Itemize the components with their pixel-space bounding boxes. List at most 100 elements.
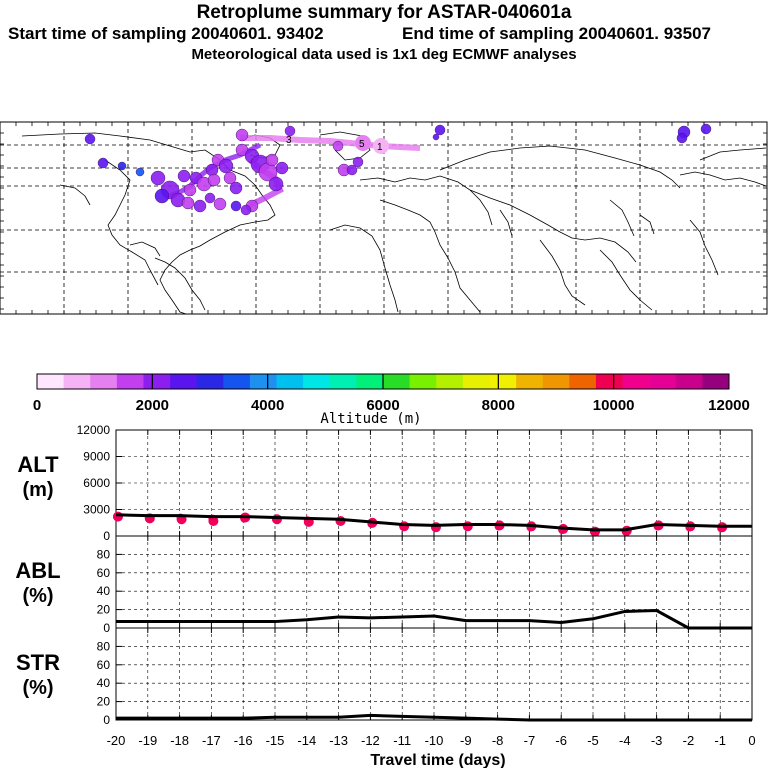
colorbar-tick-label: 8000 [482,397,515,414]
met-data-label: Meteorological data used is 1x1 deg ECMW… [191,46,577,63]
y-tick-label: 80 [97,547,111,561]
y-tick-label: 20 [97,603,111,617]
series-line [116,713,752,722]
colorbar-swatch [569,374,597,389]
y-tick-label: 0 [103,529,110,543]
colorbar-swatch [90,374,118,389]
plume-marker [150,170,166,186]
x-tick-label: -18 [170,733,189,748]
y-tick-label: 0 [103,713,110,727]
plume-marker [284,125,296,137]
y-tick-label: 80 [97,639,111,653]
plume-marker [275,161,289,175]
x-tick-label: -6 [555,733,567,748]
colorbar-tick-label: 4000 [251,397,284,414]
plume-marker [268,176,284,192]
x-tick-label: -5 [587,733,599,748]
panel-ylabel: ALT [17,452,59,477]
colorbar-swatch [649,374,677,389]
colorbar-tick-label: 10000 [593,397,635,414]
x-tick-label: -13 [329,733,348,748]
colorbar-swatch [196,374,224,389]
colorbar-swatch [63,374,91,389]
plume-path [240,135,421,151]
plume-marker [230,200,242,212]
y-tick-label: 12000 [77,423,111,437]
y-tick-label: 9000 [83,450,110,464]
plume-marker [97,157,109,169]
x-tick-label: -2 [683,733,695,748]
colorbar-swatch [595,374,623,389]
track-label: 5 [359,139,365,150]
timeseries-panels: 120009000600030000ALT(m)806040200ABL(%)8… [15,423,755,768]
y-tick-label: 60 [97,658,111,672]
colorbar-swatch [303,374,331,389]
colorbar-swatch [276,374,304,389]
start-time-label: Start time of sampling 20040601. 93402 [8,24,324,43]
plume-path-2 [169,142,262,199]
colorbar-swatch [622,374,650,389]
x-tick-label: -7 [524,733,536,748]
colorbar-swatch [356,374,384,389]
x-tick-label: -11 [393,733,411,748]
x-tick-label: -4 [619,733,631,748]
plume-marker [207,173,221,187]
colorbar-swatch [542,374,570,389]
x-tick-label: -19 [138,733,157,748]
plume-marker [240,204,252,216]
x-tick-label: -16 [234,733,253,748]
x-tick-label: -3 [651,733,663,748]
colorbar-tick-label: 6000 [366,397,399,414]
x-tick-label: -15 [266,733,285,748]
y-tick-label: 40 [97,676,111,690]
track-label: 3 [286,135,292,146]
x-tick-label: -17 [202,733,221,748]
plume-marker [135,167,145,177]
colorbar-swatch [702,374,730,389]
colorbar-swatch [223,374,251,389]
colorbar-swatch [249,374,277,389]
plume-marker [332,140,344,152]
track-labels: 5 3 1 [286,135,389,154]
panel-ylabel-unit: (%) [22,677,53,699]
x-tick-label: -1 [714,733,726,748]
panel-ylabel-unit: (m) [22,479,53,501]
colorbar-swatch [675,374,703,389]
plume-marker [181,196,195,210]
y-tick-label: 60 [97,566,111,580]
colorbar-swatch [489,374,517,389]
plume-marker [193,199,207,213]
chart-title: Retroplume summary for ASTAR-040601a [196,2,572,23]
colorbar-tick-label: 2000 [136,397,169,414]
colorbar-tick-label: 0 [33,397,41,414]
header: Retroplume summary for ASTAR-040601a Sta… [0,0,768,70]
colorbar-swatch [462,374,490,389]
plume-marker [117,161,127,171]
x-axis-label: Travel time (days) [370,752,505,768]
end-time-label: End time of sampling 20040601. 93507 [402,24,711,43]
track-label: 1 [377,142,383,153]
map-grid [0,121,767,314]
x-tick-label: -12 [361,733,380,748]
plume-marker [355,135,371,151]
plume-marker [154,188,170,204]
plume-marker [434,124,446,136]
panel-ylabel-unit: (%) [22,585,53,607]
y-tick-label: 0 [103,621,110,635]
colorbar: 0 2000 4000 6000 8000 10000 12000 [33,373,750,414]
map-coastlines [21,131,767,315]
plume-marker [235,128,249,142]
plume-marker [213,197,227,211]
y-tick-label: 40 [97,584,111,598]
plume-marker [204,192,216,204]
colorbar-swatch [516,374,543,389]
plume-marker [346,164,358,176]
colorbar-swatch [170,374,197,389]
series-line [116,609,752,630]
x-tick-label: -14 [297,733,316,748]
map-panel: 5 3 1 [0,121,768,315]
plume-markers [84,123,712,216]
colorbar-swatch [329,374,357,389]
plume-marker [229,181,243,195]
plume-marker [265,153,279,167]
